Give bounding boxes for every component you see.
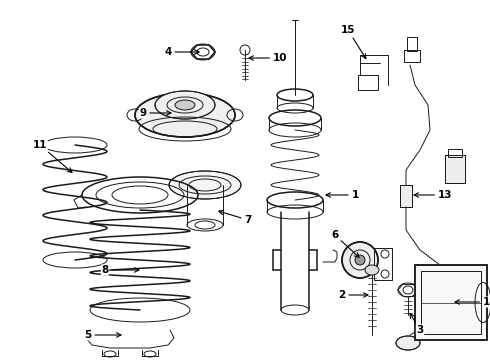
Text: 10: 10 bbox=[249, 53, 287, 63]
Ellipse shape bbox=[342, 242, 378, 278]
Ellipse shape bbox=[135, 93, 235, 137]
Text: 9: 9 bbox=[140, 108, 171, 118]
Text: 12: 12 bbox=[0, 359, 1, 360]
Text: 11: 11 bbox=[33, 140, 72, 172]
Bar bbox=[448, 149, 462, 157]
Text: 7: 7 bbox=[219, 210, 252, 225]
Text: 8: 8 bbox=[101, 265, 139, 275]
Ellipse shape bbox=[396, 336, 420, 350]
Text: 1: 1 bbox=[326, 190, 359, 200]
Ellipse shape bbox=[169, 171, 241, 199]
Ellipse shape bbox=[175, 100, 195, 110]
Text: 13: 13 bbox=[414, 190, 452, 200]
Bar bbox=[445, 155, 465, 183]
Text: 14: 14 bbox=[455, 297, 490, 307]
Bar bbox=[407, 37, 417, 51]
Ellipse shape bbox=[365, 265, 379, 275]
Bar bbox=[400, 185, 412, 207]
Bar bbox=[400, 185, 412, 207]
Bar bbox=[421, 271, 481, 334]
Text: 4: 4 bbox=[164, 47, 199, 57]
Text: 3: 3 bbox=[410, 314, 424, 335]
Bar bbox=[415, 265, 487, 340]
Text: 5: 5 bbox=[84, 330, 121, 340]
Bar bbox=[445, 155, 465, 183]
Bar bbox=[415, 265, 487, 340]
Text: 2: 2 bbox=[339, 290, 368, 300]
Text: 15: 15 bbox=[341, 25, 366, 59]
Ellipse shape bbox=[155, 91, 215, 119]
Bar bbox=[358, 75, 378, 90]
Ellipse shape bbox=[355, 255, 365, 265]
Bar bbox=[404, 50, 420, 62]
Text: 6: 6 bbox=[331, 230, 359, 257]
